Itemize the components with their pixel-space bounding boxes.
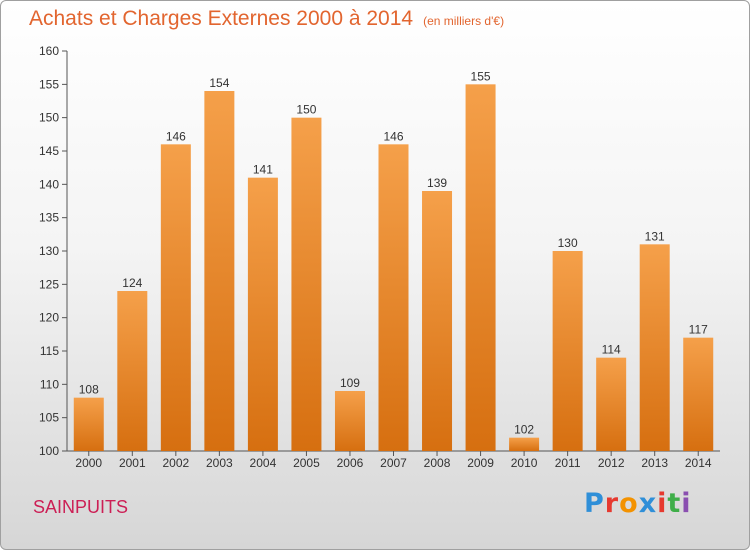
x-tick-label-2014: 2014 [685, 456, 712, 470]
bar-2008 [422, 191, 453, 451]
y-tick-label: 140 [39, 177, 59, 191]
value-label-2001: 124 [122, 276, 142, 290]
value-label-2012: 114 [602, 343, 621, 357]
value-label-2003: 154 [209, 76, 229, 90]
y-tick-label: 105 [39, 411, 59, 425]
y-tick-label: 145 [39, 144, 59, 158]
value-label-2006: 109 [340, 376, 360, 390]
bar-2011 [552, 251, 583, 451]
value-label-2009: 155 [471, 69, 491, 83]
logo-letter: t [667, 488, 682, 519]
x-tick-label-2008: 2008 [424, 456, 451, 470]
bar-2007 [378, 144, 409, 452]
logo-letter: r [604, 488, 620, 519]
value-label-2014: 117 [689, 323, 708, 337]
y-tick-label: 125 [39, 277, 59, 291]
value-label-2007: 146 [383, 129, 403, 143]
x-tick-label-2004: 2004 [250, 456, 277, 470]
logo-letter: x [638, 488, 658, 519]
bar-2005 [291, 117, 322, 452]
chart-title: Achats et Charges Externes 2000 à 2014 (e… [29, 7, 504, 31]
x-tick-label-2000: 2000 [75, 456, 102, 470]
bar-2012 [596, 357, 627, 451]
y-tick-label: 160 [39, 44, 59, 58]
y-tick-label: 135 [39, 211, 59, 225]
logo-letter: P [584, 488, 605, 519]
title-text: Achats et Charges Externes 2000 à 2014 [29, 7, 414, 30]
x-tick-label-2003: 2003 [206, 456, 233, 470]
data-labels: 108 124 146 154 141 150 109 146 139 155 102 130 114 1… [79, 69, 708, 436]
x-tick-label-2011: 2011 [555, 456, 581, 470]
y-tick-label: 100 [39, 444, 59, 458]
value-label-2004: 141 [253, 163, 273, 177]
value-label-2000: 108 [79, 383, 99, 397]
y-tick-label: 120 [39, 311, 59, 325]
bar-2004 [247, 177, 278, 451]
bar-2000 [73, 397, 104, 451]
x-tick-label-2002: 2002 [162, 456, 189, 470]
logo-letter: o [619, 488, 639, 519]
bar-2003 [204, 91, 235, 451]
x-tick-label-2005: 2005 [293, 456, 320, 470]
bar-2013 [639, 244, 670, 451]
city-name: SAINPUITS [33, 497, 129, 517]
bar-2014 [683, 337, 714, 451]
x-tick-label-2007: 2007 [380, 456, 407, 470]
bar-2010 [509, 437, 540, 451]
x-tick-label-2009: 2009 [467, 456, 494, 470]
title-unit: (en milliers d'€) [423, 14, 505, 28]
logo-letter: i [657, 488, 668, 519]
bar-2006 [334, 391, 365, 451]
value-label-2011: 130 [558, 236, 578, 250]
y-tick-label: 130 [39, 244, 59, 258]
value-label-2010: 102 [514, 423, 534, 437]
logo-letter: i [681, 488, 692, 519]
y-tick-label: 110 [40, 377, 59, 391]
x-tick-label-2013: 2013 [641, 456, 668, 470]
value-label-2013: 131 [645, 229, 665, 243]
bar-2001 [117, 291, 148, 451]
bar-2009 [465, 84, 496, 451]
x-tick-label-2012: 2012 [598, 456, 625, 470]
value-label-2002: 146 [166, 129, 186, 143]
x-tick-label-2001: 2001 [119, 456, 146, 470]
proxiti-logo[interactable]: Proxiti [584, 488, 692, 519]
bar-2002 [160, 144, 191, 452]
y-tick-label: 115 [40, 344, 59, 358]
bars [73, 84, 714, 452]
value-label-2005: 150 [296, 103, 316, 117]
y-tick-label: 155 [39, 77, 59, 91]
x-tick-label-2006: 2006 [337, 456, 364, 470]
x-tick-label-2010: 2010 [511, 456, 538, 470]
value-label-2008: 139 [427, 176, 447, 190]
y-tick-label: 150 [39, 111, 59, 125]
